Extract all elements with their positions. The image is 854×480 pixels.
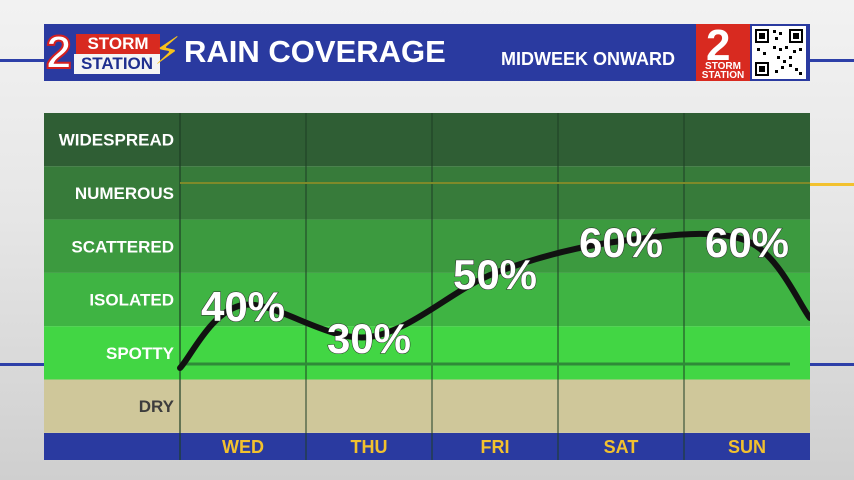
data-label: 50%	[453, 251, 537, 298]
logo-storm-text-small: STORM	[705, 61, 741, 72]
logo-number: 2	[45, 25, 73, 79]
level-label: DRY	[139, 397, 175, 416]
background-stripe-top	[0, 59, 44, 62]
logo-station-text-small: STATION	[701, 70, 745, 81]
day-axis-bar	[44, 433, 810, 460]
storm-station-logo: 2 STORM STATION ⚡	[44, 24, 182, 81]
level-label: SCATTERED	[71, 237, 174, 256]
level-label: SPOTTY	[106, 344, 175, 363]
page-subtitle: MIDWEEK ONWARD	[501, 49, 675, 69]
day-tick-label: SAT	[604, 437, 639, 457]
day-tick-label: WED	[222, 437, 264, 457]
band-isolated	[44, 272, 810, 327]
logo-storm-text: STORM	[76, 34, 160, 54]
band-widespread	[44, 113, 810, 167]
logo-station-text: STATION	[74, 54, 160, 74]
level-label: WIDESPREAD	[59, 131, 174, 150]
page-title: RAIN COVERAGE	[184, 34, 446, 69]
background-stripe-bottom	[0, 363, 44, 366]
rain-coverage-line	[177, 230, 810, 371]
qr-code-icon[interactable]	[752, 26, 806, 79]
band-numerous	[44, 166, 810, 220]
data-label: 60%	[579, 219, 663, 266]
logo-number-small: 2	[706, 21, 731, 70]
background-stripe-top-right	[810, 59, 854, 62]
header-bar: 2 STORM STATION ⚡ RAIN COVERAGE MIDWEEK …	[44, 21, 810, 81]
level-label: ISOLATED	[89, 291, 174, 310]
storm-station-logo-small: 2 STORM STATION	[696, 21, 750, 81]
day-tick-label: FRI	[481, 437, 510, 457]
level-label: NUMEROUS	[75, 184, 174, 203]
data-label: 30%	[327, 315, 411, 362]
lightning-bolt-icon: ⚡	[154, 31, 181, 73]
band-spotty	[44, 326, 810, 380]
background-stripe-bottom-right	[810, 363, 854, 366]
day-tick-label: THU	[351, 437, 388, 457]
background-stripe-gold	[810, 183, 854, 186]
day-tick-label: SUN	[728, 437, 766, 457]
band-dry	[44, 379, 810, 433]
rain-coverage-chart: WIDESPREAD NUMEROUS SCATTERED ISOLATED SPOTT…	[44, 113, 810, 460]
data-label: 60%	[705, 219, 789, 266]
band-scattered	[44, 219, 810, 273]
data-label: 40%	[201, 283, 285, 330]
